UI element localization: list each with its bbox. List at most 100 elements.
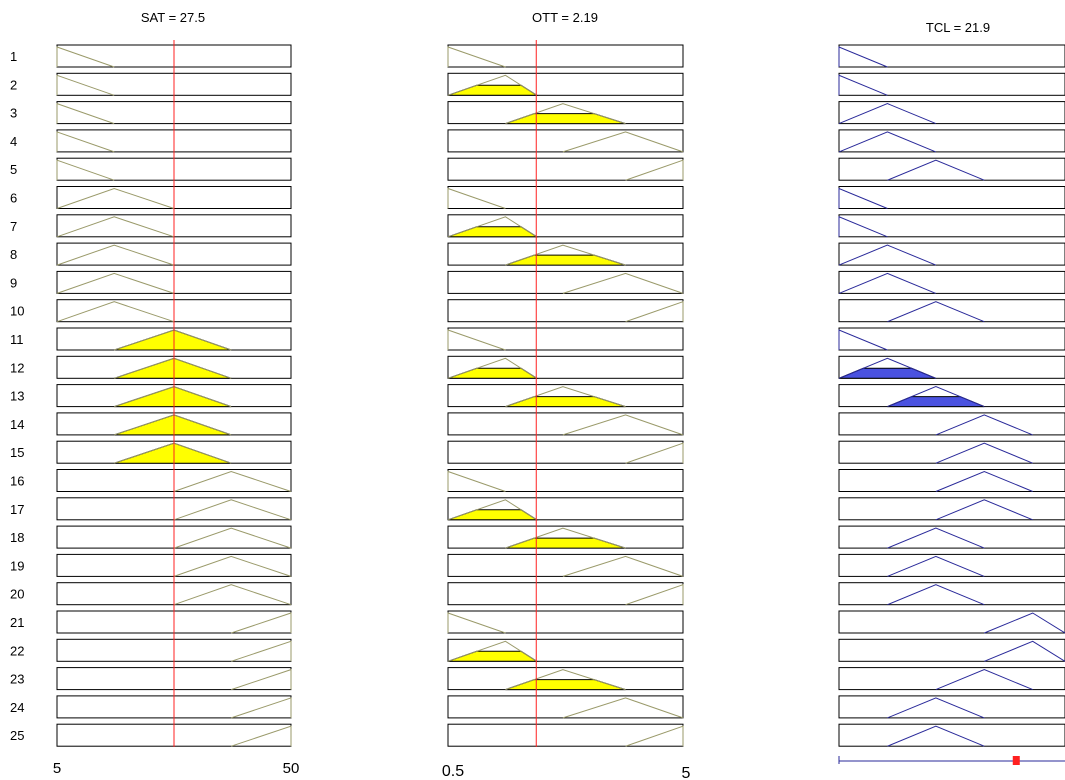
- ott-rule-11-box: [447, 327, 684, 351]
- sat-rule-7-mf: [56, 216, 175, 238]
- ott-rule-25-box: [447, 723, 684, 747]
- rule-number: 20: [10, 587, 24, 602]
- ott-rule-14-mf: [562, 414, 684, 436]
- tcl-rule-20-mf: [887, 584, 985, 606]
- sat-rule-3-mf: [56, 102, 115, 125]
- ott-rule-20-mf: [625, 583, 684, 606]
- rule-number: 18: [10, 530, 24, 545]
- tcl-rule-15-box: [838, 440, 1065, 464]
- ott-rule-24-box: [447, 695, 684, 719]
- tcl-value-title: TCL = 21.9: [926, 20, 990, 35]
- tcl-rule-14-box: [838, 412, 1065, 436]
- ott-rule-21-mf: [447, 612, 506, 634]
- rule-number: 13: [10, 389, 24, 404]
- sat-rule-22-mf: [231, 640, 292, 662]
- rule-number: 21: [10, 615, 24, 630]
- ott-rule-5-mf: [625, 159, 684, 181]
- sat-rule-18-mf: [173, 527, 292, 549]
- ott-rule-9-box: [447, 270, 684, 294]
- ott-rule-24-mf: [562, 697, 684, 719]
- rule-number-column: 1234567891011121314151617181920212223242…: [10, 49, 24, 743]
- tcl-output-marker: [1012, 756, 1020, 765]
- rule-number: 25: [10, 728, 24, 743]
- rule-number: 5: [10, 162, 17, 177]
- rule-number: 15: [10, 445, 24, 460]
- ott-rule-21-box: [447, 610, 684, 634]
- rule-number: 23: [10, 672, 24, 687]
- rule-number: 12: [10, 360, 24, 375]
- tcl-rule-4-box: [838, 129, 1065, 153]
- tcl-rule-11-mf: [838, 329, 888, 351]
- sat-rule-20-mf: [173, 584, 292, 606]
- tcl-rule-22-box: [838, 638, 1065, 662]
- sat-value-title: SAT = 27.5: [141, 10, 205, 25]
- tcl-rule-5-mf: [887, 159, 985, 181]
- ott-rule-15-mf: [625, 442, 684, 464]
- tcl-rule-7-box: [838, 214, 1065, 238]
- tcl-rule-9-mf: [838, 272, 937, 294]
- tcl-rule-6-box: [838, 186, 1065, 209]
- rule-number: 6: [10, 191, 17, 206]
- ott-rule-15-box: [447, 440, 684, 464]
- ott-rule-22-mf: [447, 640, 538, 662]
- tcl-rule-3-box: [838, 101, 1065, 125]
- tcl-rule-23-box: [838, 667, 1065, 691]
- tcl-rule-1-box: [838, 44, 1065, 68]
- sat-rule-9-mf: [56, 272, 175, 294]
- tcl-rule-16-mf: [935, 470, 1033, 492]
- ott-rule-19-mf: [562, 555, 684, 577]
- ott-rule-19-box: [447, 553, 684, 577]
- tcl-rule-4-mf: [838, 131, 937, 153]
- ott-rule-11-mf: [447, 329, 506, 351]
- tcl-rule-19-box: [838, 553, 1065, 577]
- rule-number: 3: [10, 106, 17, 121]
- ott-rule-9-mf: [562, 272, 684, 294]
- sat-rule-21-mf: [231, 612, 292, 634]
- tcl-rule-17-box: [838, 497, 1065, 521]
- rule-number: 17: [10, 502, 24, 517]
- tcl-rule-8-mf: [838, 244, 937, 266]
- ott-rule-18-mf: [505, 527, 626, 549]
- rule-number: 24: [10, 700, 24, 715]
- rule-number: 19: [10, 558, 24, 573]
- sat-column: [56, 40, 292, 747]
- ott-rule-12-mf: [447, 357, 538, 379]
- sat-rule-16-mf: [173, 470, 292, 492]
- rule-number: 14: [10, 417, 24, 432]
- tcl-rule-21-mf: [984, 612, 1065, 634]
- ott-rule-16-mf: [447, 470, 506, 492]
- tcl-rule-8-box: [838, 242, 1065, 266]
- ott-rule-25-mf: [625, 725, 684, 747]
- tcl-rule-18-mf: [887, 527, 985, 549]
- tcl-rule-23-mf: [935, 669, 1033, 691]
- ott-axis-min-label: 0.5: [442, 763, 464, 780]
- sat-rule-10-mf: [56, 301, 175, 323]
- rule-number: 7: [10, 219, 17, 234]
- ott-rule-8-mf: [505, 244, 626, 266]
- ott-rule-16-box: [447, 469, 684, 492]
- ott-axis-max-label: 5: [682, 765, 691, 780]
- sat-rule-24-mf: [231, 697, 292, 719]
- tcl-rule-14-mf: [935, 414, 1033, 436]
- sat-rule-17-mf: [173, 499, 292, 521]
- tcl-rule-15-mf: [935, 442, 1033, 464]
- tcl-rule-21-box: [838, 610, 1065, 634]
- ott-rule-1-mf: [447, 46, 506, 68]
- ott-rule-14-box: [447, 412, 684, 436]
- tcl-rule-24-mf: [887, 697, 985, 719]
- rule-number: 11: [10, 332, 24, 347]
- ott-rule-10-mf: [625, 300, 684, 323]
- tcl-rule-19-mf: [887, 555, 985, 577]
- sat-rule-5-mf: [56, 159, 115, 181]
- sat-rule-4-mf: [56, 131, 115, 153]
- ott-rule-4-mf: [562, 131, 684, 153]
- tcl-column: [838, 44, 1065, 747]
- tcl-rule-24-box: [838, 695, 1065, 719]
- ott-rule-4-box: [447, 129, 684, 153]
- tcl-rule-7-mf: [838, 216, 888, 238]
- rule-number: 22: [10, 643, 24, 658]
- ott-rule-7-mf: [447, 216, 538, 238]
- sat-rule-25-mf: [231, 725, 292, 747]
- tcl-rule-12-mf: [838, 357, 937, 379]
- ott-rule-17-mf: [447, 499, 538, 521]
